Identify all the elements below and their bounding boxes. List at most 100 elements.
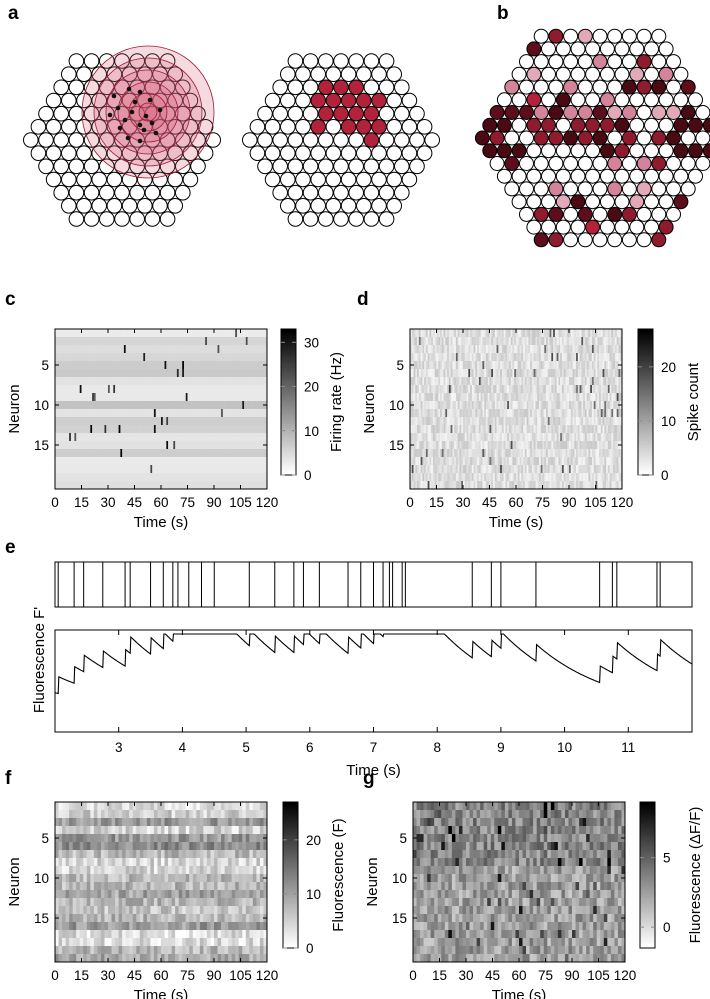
electrode [121,119,138,135]
heatmap-cell [187,409,190,418]
heatmap-cell [159,329,162,338]
heatmap-cell [236,401,240,410]
heatmap-cell [178,409,181,418]
heatmap-cell [432,441,436,450]
electrode [658,66,674,82]
heatmap-cell [92,481,95,490]
heatmap-cell [569,353,572,362]
heatmap-cell [501,385,504,394]
heatmap-cell [139,369,142,378]
heatmap-cell [113,425,116,434]
heatmap-cell [182,465,185,474]
heatmap-cell [115,329,118,338]
heatmap-cell [157,417,160,426]
heatmap-cell [180,409,183,418]
heatmap-cell [485,345,489,354]
heatmap-cell [192,473,195,482]
heatmap-cell [579,433,582,442]
heatmap-cell [217,465,220,474]
heatmap-cell [76,481,79,490]
heatmap-cell [259,409,262,418]
heatmap-cell [212,345,215,354]
heatmap-cell [109,481,112,490]
heatmap-cell [579,329,582,338]
heatmap-cell [485,361,489,370]
heatmap-cell [113,329,116,338]
heatmap-cell [463,329,466,338]
electrode [555,41,571,57]
electrode [340,66,357,82]
heatmap-cell [591,353,595,362]
heatmap-cell [595,361,598,370]
heatmap-cell [478,457,481,466]
electrode [519,54,534,70]
heatmap-cell [139,417,142,426]
heatmap-cell [447,369,450,378]
heatmap-cell [256,345,259,354]
electrode [137,145,153,161]
electrode [592,156,608,171]
heatmap-cell [413,385,416,394]
heatmap-cell [561,377,564,386]
heatmap-cell [473,329,476,338]
heatmap-cell [256,417,259,426]
heatmap-cell [79,473,82,482]
heatmap-cell [254,377,257,386]
heatmap-cell [252,441,255,450]
heatmap-cell [189,377,192,386]
heatmap-cell [201,377,204,386]
heatmap-cell [136,449,139,458]
heatmap-cell [475,417,478,426]
heatmap-cell [187,417,190,426]
heatmap-cell [176,377,179,386]
heatmap-cell [226,377,229,386]
heatmap-cell [427,433,430,442]
electrode [666,79,681,95]
heatmap-cell [99,361,102,370]
heatmap-cell [447,433,450,442]
electrode [83,184,100,201]
heatmap-cell [516,337,519,346]
heatmap-cell [261,361,264,370]
heatmap-cell [60,417,63,426]
heatmap-cell [436,393,439,402]
electrode [607,54,623,70]
heatmap-cell [141,377,144,386]
electrode [272,184,289,201]
heatmap-cell [56,449,59,458]
heatmap-cell [523,449,526,458]
heatmap-cell [613,377,616,386]
heatmap-cell [176,417,179,426]
heatmap-cell [134,473,137,482]
heatmap-cell [531,329,534,338]
heatmap-cell [127,377,130,386]
heatmap-cell [597,417,600,426]
heatmap-cell [55,465,58,474]
heatmap-cell [245,353,248,362]
heatmap-cell [478,385,481,394]
heatmap-cell [236,441,240,450]
heatmap-cell [178,393,181,402]
heatmap-cell [231,377,234,386]
heatmap-cell [606,433,609,442]
colorbar-step [281,438,296,442]
heatmap-cell [65,457,68,466]
heatmap-cell [138,425,141,434]
heatmap-cell [487,433,490,442]
heatmap-cell [143,409,146,418]
heatmap-cell [491,449,494,458]
heatmap-cell [222,369,225,378]
heatmap-cell [95,401,98,410]
heatmap-cell [478,417,481,426]
heatmap-cell [86,369,89,378]
heatmap-cell [572,377,575,386]
heatmap-cell [245,417,248,426]
heatmap-cell [413,353,416,362]
heatmap-cell [251,465,254,474]
heatmap-cell [155,337,158,346]
heatmap-cell [143,481,146,490]
heatmap-cell [597,433,600,442]
heatmap-cell [108,457,111,466]
panel-label-g: g [363,768,375,789]
heatmap-cell [498,457,501,466]
